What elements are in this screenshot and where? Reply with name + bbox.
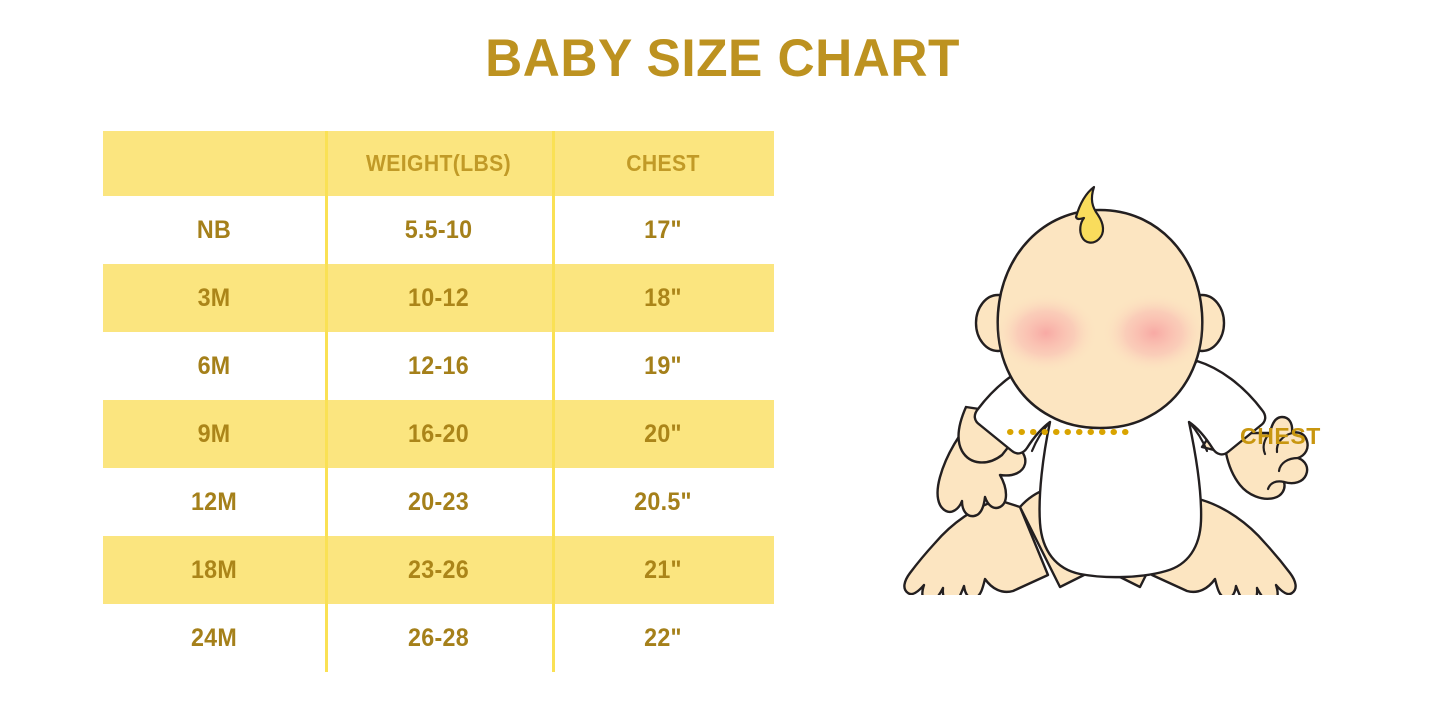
table-row: 12M 20-23 20.5" [103,468,774,536]
table-row: 18M 23-26 21" [103,536,774,604]
table-row: 9M 16-20 20" [103,400,774,468]
cell-size: NB [196,215,232,244]
table-body: NB 5.5-10 17" 3M 10-12 18" 6M 12-16 19" … [103,196,774,672]
cell-weight: 12-16 [408,351,469,380]
baby-head [996,208,1204,430]
cell-weight: 20-23 [408,487,469,516]
hair-curl-icon [1074,185,1105,244]
cell-weight: 5.5-10 [404,215,473,244]
column-divider-2 [552,131,555,672]
cell-size: 18M [190,555,238,584]
header-weight: WEIGHT(LBS) [365,150,512,176]
table-row: 6M 12-16 19" [103,332,774,400]
header-chest: CHEST [626,150,700,176]
page-title: BABY SIZE CHART [485,29,960,88]
cell-size: 12M [190,487,238,516]
table-row: NB 5.5-10 17" [103,196,774,264]
cell-chest: 22" [644,623,682,652]
table-row: 3M 10-12 18" [103,264,774,332]
column-divider-1 [325,131,328,672]
cell-chest: 21" [644,555,682,584]
table-header: WEIGHT(LBS) CHEST [103,131,774,196]
header-size [112,131,316,196]
cell-chest: 20" [644,419,682,448]
cell-size: 6M [197,351,231,380]
sitting-baby-illustration [880,155,1320,605]
table-row: 24M 26-28 22" [103,604,774,672]
cell-weight: 26-28 [408,623,469,652]
cell-weight: 10-12 [408,283,469,312]
baby-cheeks [997,293,1203,373]
table-header-row: WEIGHT(LBS) CHEST [103,131,774,196]
cell-size: 9M [197,419,231,448]
cell-size: 24M [190,623,238,652]
cell-weight: 16-20 [408,419,469,448]
cell-chest: 17" [644,215,682,244]
cell-chest: 19" [644,351,682,380]
size-chart-table: WEIGHT(LBS) CHEST NB 5.5-10 17" 3M 10-12… [103,131,774,672]
cell-chest: 18" [644,283,682,312]
cell-size: 3M [197,283,231,312]
cell-chest: 20.5" [634,487,692,516]
cell-weight: 23-26 [408,555,469,584]
chest-label: CHEST [1240,423,1321,449]
